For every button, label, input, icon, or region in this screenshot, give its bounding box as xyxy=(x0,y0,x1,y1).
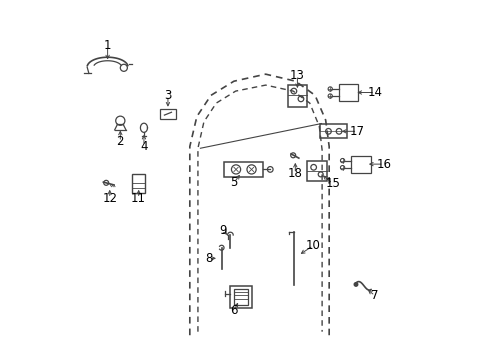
Text: 11: 11 xyxy=(131,192,146,205)
Bar xyxy=(233,289,247,305)
Bar xyxy=(224,162,263,177)
Text: 2: 2 xyxy=(116,135,124,148)
Bar xyxy=(160,109,175,119)
Bar xyxy=(132,174,145,193)
Bar xyxy=(350,156,370,172)
Text: 1: 1 xyxy=(103,40,111,53)
Text: 10: 10 xyxy=(305,239,320,252)
Bar xyxy=(338,84,358,101)
Bar xyxy=(306,161,326,181)
Bar xyxy=(287,85,306,107)
Text: 8: 8 xyxy=(205,252,212,265)
Text: 7: 7 xyxy=(370,289,378,302)
Text: 17: 17 xyxy=(349,125,364,138)
Text: 12: 12 xyxy=(102,192,117,205)
Text: 3: 3 xyxy=(164,89,171,102)
Circle shape xyxy=(353,283,357,286)
Text: 16: 16 xyxy=(376,158,390,171)
Bar xyxy=(230,286,251,309)
Text: 18: 18 xyxy=(287,167,302,180)
Text: 14: 14 xyxy=(367,86,382,99)
Bar xyxy=(320,124,346,138)
Text: 6: 6 xyxy=(230,304,237,317)
Text: 15: 15 xyxy=(325,177,340,190)
Text: 4: 4 xyxy=(140,140,147,153)
Text: 5: 5 xyxy=(230,176,237,189)
Text: 9: 9 xyxy=(219,224,226,237)
Text: 13: 13 xyxy=(289,69,304,82)
